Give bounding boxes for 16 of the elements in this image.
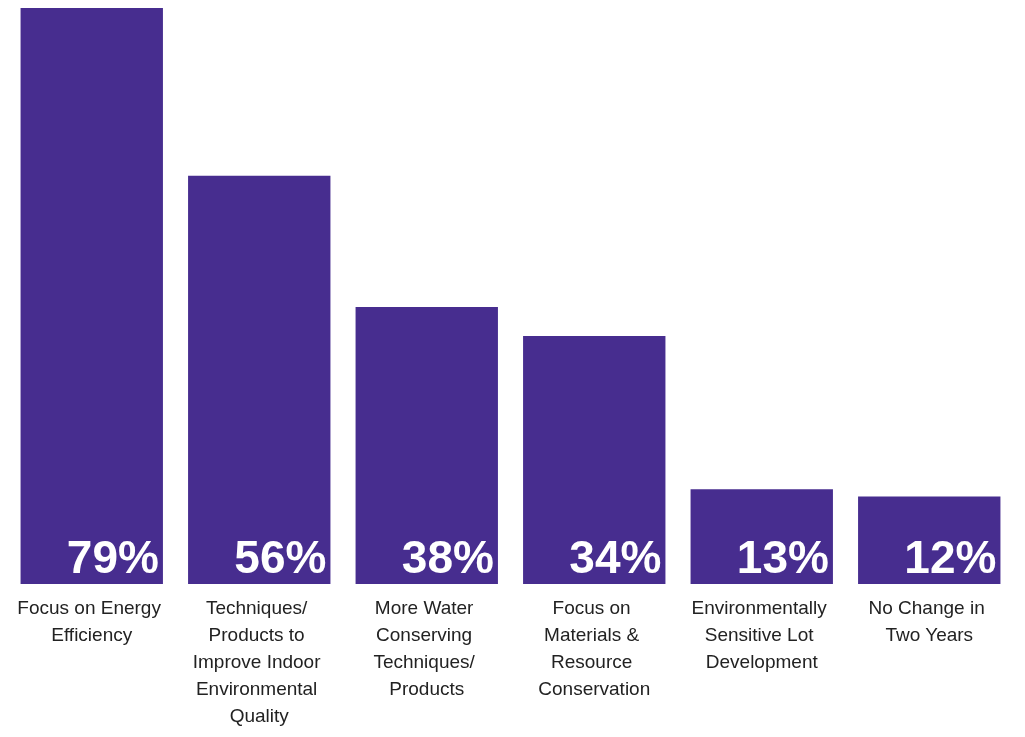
bar (355, 306, 498, 584)
data-label: 79% (66, 531, 159, 583)
data-label: 12% (904, 531, 997, 583)
data-label: 38% (401, 531, 494, 583)
data-label: 56% (234, 531, 327, 583)
bar (20, 8, 163, 584)
bar (188, 175, 331, 584)
x-tick-label: Focus on Energy Efficiency (17, 597, 167, 645)
x-tick-label: Focus on Materials & Resource Conservation (538, 597, 651, 699)
x-tick-label: Techniques/ Products to Improve Indoor Environmental Quality (192, 597, 326, 726)
data-label: 34% (569, 531, 662, 583)
x-tick-label: More Water Conserving Techniques/ Products (373, 597, 481, 699)
data-label: 13% (736, 531, 829, 583)
x-tick-label: No Change in Two Years (868, 597, 990, 645)
bar (523, 336, 666, 584)
x-tick-label: Environmentally Sensitive Lot Development (691, 597, 832, 672)
